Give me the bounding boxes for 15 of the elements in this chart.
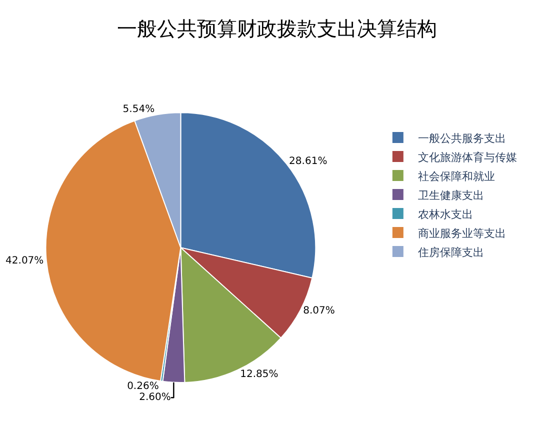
data-label: 28.61%	[289, 156, 328, 167]
data-label: 0.26%	[127, 381, 159, 392]
legend-label: 住房保障支出	[418, 246, 484, 259]
legend-label: 一般公共服务支出	[418, 132, 506, 145]
data-label: 2.60%	[139, 392, 171, 404]
legend-label: 社会保障和就业	[418, 170, 495, 183]
data-label: 5.54%	[122, 104, 155, 115]
data-label: 12.85%	[240, 369, 278, 380]
legend-label: 卫生健康支出	[418, 188, 484, 202]
chart-title: 一般公共预算财政拨款支出决算结构	[117, 16, 437, 41]
legend-label: 商业服务业等支出	[418, 226, 506, 240]
data-label: 8.07%	[303, 306, 335, 317]
data-label: 42.07%	[6, 256, 44, 267]
legend-label: 文化旅游体育与传媒	[418, 150, 517, 164]
legend-label: 农林水支出	[418, 208, 473, 221]
